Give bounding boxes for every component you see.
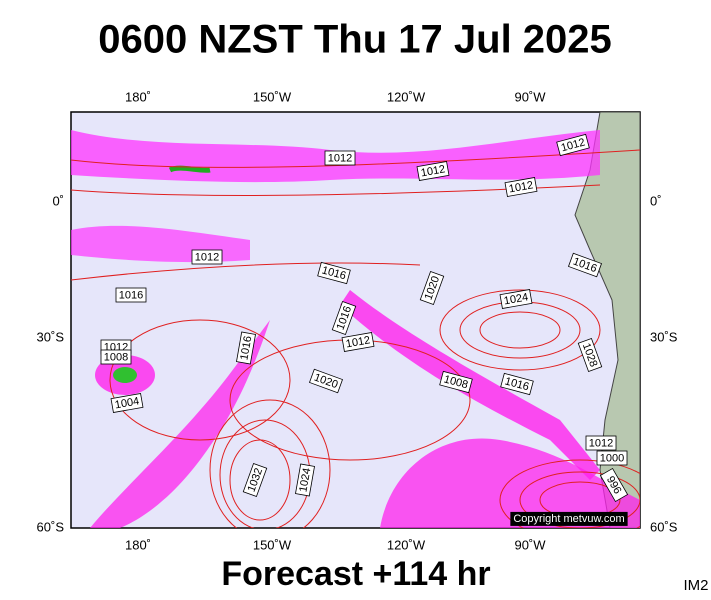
longitude-label: 150˚W [253, 89, 292, 104]
isobar-label-box [191, 249, 223, 265]
isobar-label-box [295, 463, 315, 497]
title: 0600 NZST Thu 17 Jul 2025 [98, 18, 612, 62]
isobar-label: 1012 [416, 161, 450, 181]
isobar-label: 1020 [419, 270, 445, 306]
isobar-label-box [331, 300, 357, 336]
isobar-label: 1012 [556, 133, 590, 157]
isobar-value: 1012 [195, 251, 219, 263]
latitude-label: 30˚S [37, 329, 65, 344]
isobar-label: 1004 [110, 393, 144, 413]
longitude-label: 180˚ [125, 89, 151, 104]
isobar-label: 1024 [295, 463, 315, 497]
isobar-label: 1012 [324, 150, 356, 166]
copyright-background [510, 511, 628, 526]
isobar-value: 1008 [104, 351, 128, 363]
latitude-label: 60˚S [650, 519, 678, 534]
isobar-label-box [236, 331, 256, 365]
image-code: IM2 [683, 577, 708, 594]
isobar-label-box [556, 133, 590, 157]
isobar-label: 1028 [577, 337, 603, 373]
isobar-value: 1024 [503, 291, 529, 307]
isobar-label: 1016 [567, 252, 603, 278]
isobar-value: 1012 [420, 163, 446, 179]
isobar-label-box [308, 368, 344, 394]
isobar-label: 1012 [504, 177, 538, 197]
latitude-label: 60˚S [37, 519, 65, 534]
caption: Forecast +114 hr [221, 555, 490, 593]
latitude-label: 30˚S [650, 329, 678, 344]
isobar-value: 1012 [345, 334, 371, 350]
isobar-label: 1016 [331, 300, 357, 336]
low-pressure-cloud [380, 438, 640, 528]
cyclone-core [113, 367, 137, 383]
isobar-label: 1024 [499, 289, 533, 309]
isobar-label: 1016 [236, 331, 256, 365]
isobar-label: 1000 [596, 450, 628, 466]
isobar-label-box [341, 332, 375, 352]
longitude-label: 120˚W [387, 89, 426, 104]
isobar-label-box [599, 467, 629, 503]
longitude-label: 150˚W [253, 537, 292, 552]
isobar-label: 1032 [242, 462, 268, 498]
isobar-label-box [242, 462, 268, 498]
isobar-label: 1016 [500, 372, 534, 396]
isobar-label: 1020 [308, 368, 344, 394]
isobar-label-box [504, 177, 538, 197]
longitude-label: 90˚W [514, 89, 546, 104]
isobar-label-box [585, 435, 617, 451]
isobar-value: 1012 [508, 179, 534, 195]
isobar-label: 1008 [100, 349, 132, 365]
isobar-label-box [439, 370, 473, 394]
copyright: Copyright metvuw.com [513, 513, 624, 525]
isobar-label-box [499, 289, 533, 309]
isobar-label-box [317, 261, 351, 285]
isobar-value: 1012 [589, 437, 613, 449]
longitude-label: 120˚W [387, 537, 426, 552]
isobar-value: 1000 [600, 452, 624, 464]
isobar-label: 1016 [317, 261, 351, 285]
isobar-label: 1008 [439, 370, 473, 394]
longitude-label: 180˚ [125, 537, 151, 552]
isobar-value: 1004 [114, 395, 140, 411]
isobar-label-box [577, 337, 603, 373]
isobar-label: 1016 [115, 287, 147, 303]
isobar-label-box [416, 161, 450, 181]
isobar-value: 1012 [328, 152, 352, 164]
isobar-label-box [419, 270, 445, 306]
isobar-value: 1024 [297, 467, 313, 493]
isobar-label-box [100, 349, 132, 365]
isobar-label-box [110, 393, 144, 413]
isobar-label-box [324, 150, 356, 166]
isobar-label-box [567, 252, 603, 278]
isobar-label: 996 [599, 467, 629, 503]
isobar-label: 1012 [341, 332, 375, 352]
isobar-label: 1012 [585, 435, 617, 451]
isobar-value: 1016 [119, 289, 143, 301]
latitude-label: 0˚ [52, 193, 64, 208]
isobar-label-box [500, 372, 534, 396]
map-frame [70, 111, 641, 529]
isobar-label-box [596, 450, 628, 466]
isobar-label: 1012 [191, 249, 223, 265]
heavy-rain [168, 165, 211, 173]
isobar-label-box [115, 287, 147, 303]
longitude-label: 90˚W [514, 537, 546, 552]
latitude-label: 0˚ [650, 193, 662, 208]
south-america [574, 112, 640, 528]
isobar-value: 1016 [238, 335, 254, 361]
